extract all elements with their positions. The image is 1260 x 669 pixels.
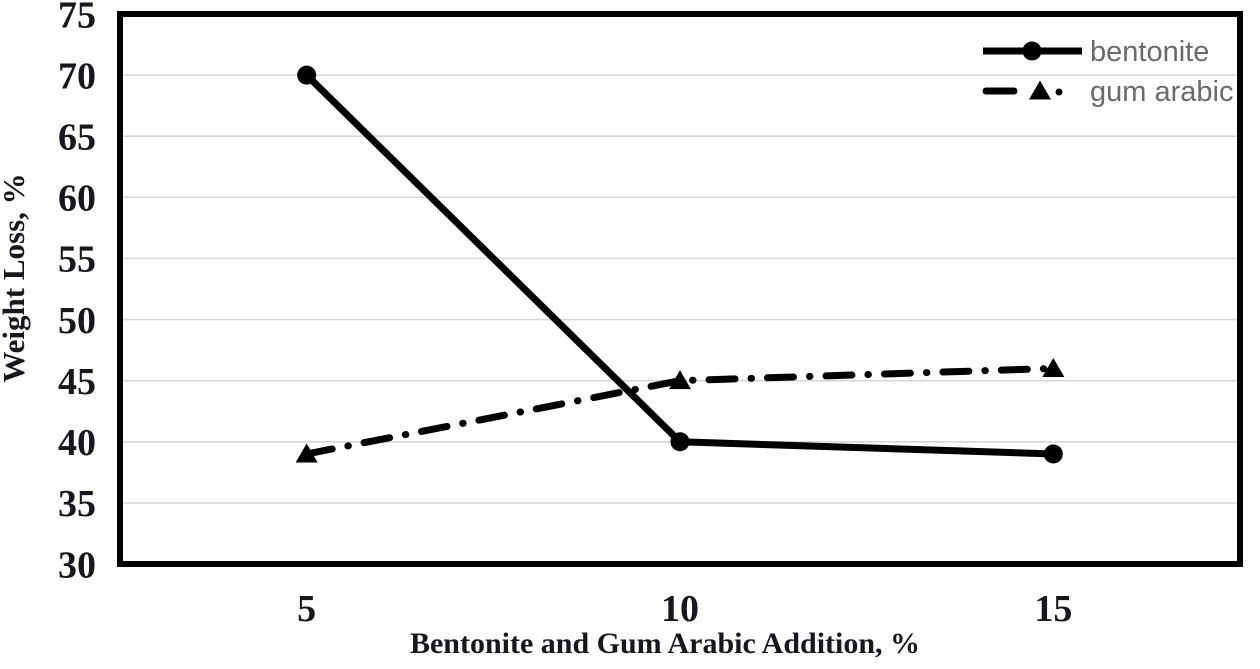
legend: bentonite gum arabic (982, 36, 1233, 108)
plot-area-frame (117, 11, 1243, 567)
y-tick-label-75: 75 (58, 0, 96, 36)
legend-label-bentonite: bentonite (1090, 36, 1209, 68)
x-axis-tick-labels: 5 10 15 (297, 588, 1072, 630)
y-tick-label-55: 55 (58, 239, 96, 281)
y-tick-label-30: 30 (58, 544, 96, 586)
y-tick-label-65: 65 (58, 117, 96, 159)
marker-circle-bentonite-x5 (297, 65, 317, 85)
legend-item-gum-arabic: gum arabic (982, 76, 1233, 108)
y-axis-title: Weight Loss, % (0, 173, 31, 382)
y-tick-label-70: 70 (58, 55, 96, 97)
y-axis-tick-labels: 30 35 40 45 50 55 60 65 70 75 (58, 0, 96, 586)
legend-item-bentonite: bentonite (983, 36, 1209, 68)
legend-label-gum-arabic: gum arabic (1090, 76, 1233, 108)
y-tick-label-50: 50 (58, 300, 96, 342)
legend-circle-marker-icon (1022, 41, 1042, 61)
y-tick-label-60: 60 (58, 178, 96, 220)
marker-triangle-gum-arabic-x15 (1042, 357, 1065, 377)
y-tick-label-35: 35 (58, 483, 96, 525)
legend-dot-marker-icon (1055, 88, 1063, 96)
series-line-bentonite (304, 72, 1054, 458)
x-tick-label-5: 5 (297, 588, 316, 630)
x-tick-label-15: 15 (1034, 588, 1072, 630)
marker-triangle-gum-arabic-x5 (295, 443, 318, 463)
x-tick-label-10: 10 (661, 588, 699, 630)
x-axis-title: Bentonite and Gum Arabic Addition, % (410, 627, 920, 660)
y-tick-label-45: 45 (58, 361, 96, 403)
marker-triangle-gum-arabic-x10 (669, 370, 691, 390)
legend-triangle-marker-icon (1029, 80, 1051, 100)
marker-circle-bentonite-x15 (1043, 444, 1063, 464)
marker-circle-bentonite-x10 (670, 432, 690, 452)
series-layer (295, 65, 1065, 464)
y-tick-label-40: 40 (58, 422, 96, 464)
